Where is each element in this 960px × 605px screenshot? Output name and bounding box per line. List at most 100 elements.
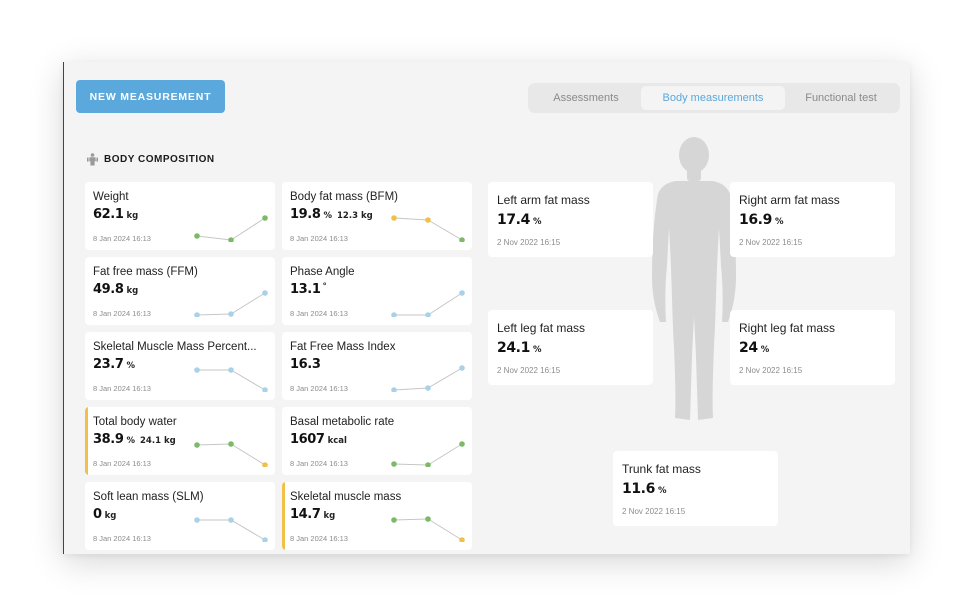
trend-point — [391, 461, 397, 467]
metric-label: Soft lean mass (SLM) — [93, 491, 204, 503]
trend-point — [459, 290, 465, 296]
metric-date: 8 Jan 2024 16:13 — [290, 459, 348, 468]
metric-label: Total body water — [93, 416, 177, 428]
trend-point — [425, 217, 431, 223]
metric-unit: kcal — [327, 436, 347, 446]
trend-point — [262, 215, 268, 221]
region-date: 2 Nov 2022 16:15 — [497, 366, 561, 375]
trend-point — [262, 387, 268, 392]
trend-point — [194, 367, 200, 373]
trend-point — [391, 312, 397, 317]
metric-date: 8 Jan 2024 16:13 — [290, 234, 348, 243]
metric-value: 38.9 — [93, 432, 124, 447]
region-label: Trunk fat mass — [622, 462, 701, 476]
tab-functional-test[interactable]: Functional test — [805, 92, 877, 104]
metric-card-phase-angle[interactable]: Phase Angle 13.1 ° 8 Jan 2024 16:13 — [282, 257, 472, 325]
metric-value: 1607 — [290, 432, 325, 447]
region-value: 24 — [739, 340, 758, 356]
metric-value: 49.8 — [93, 282, 124, 297]
region-unit: % — [760, 345, 770, 355]
region-label: Left leg fat mass — [497, 321, 586, 335]
trend-sparkline — [391, 516, 465, 542]
metric-value: 62.1 — [93, 207, 124, 222]
tab-bar: Assessments Body measurements Functional… — [528, 83, 900, 113]
region-label: Left arm fat mass — [497, 193, 590, 207]
metric-card-soft-lean-mass[interactable]: Soft lean mass (SLM) 0 kg 8 Jan 2024 16:1… — [85, 482, 275, 550]
trend-point — [459, 365, 465, 371]
metric-value: 16.3 — [290, 357, 321, 372]
metric-label: Skeletal Muscle Mass Percent... — [93, 341, 257, 353]
trend-point — [425, 312, 431, 317]
metric-unit: % — [323, 211, 333, 221]
trend-sparkline — [391, 441, 465, 467]
trend-point — [425, 462, 431, 467]
region-card-left-leg[interactable]: Left leg fat mass 24.1% 2 Nov 2022 16:15 — [488, 310, 653, 385]
metric-label: Basal metabolic rate — [290, 416, 395, 428]
metric-value: 23.7 — [93, 357, 124, 372]
trend-sparkline — [194, 215, 268, 242]
metric-label: Weight — [93, 191, 129, 203]
trend-sparkline — [391, 215, 465, 242]
metric-card-skeletal-muscle-mass[interactable]: Skeletal muscle mass 14.7 kg 8 Jan 2024 1… — [282, 482, 472, 550]
region-card-left-arm[interactable]: Left arm fat mass 17.4% 2 Nov 2022 16:15 — [488, 182, 653, 257]
region-label: Right leg fat mass — [739, 321, 836, 335]
region-date: 2 Nov 2022 16:15 — [739, 238, 803, 247]
trend-point — [194, 312, 200, 317]
metric-date: 8 Jan 2024 16:13 — [93, 384, 151, 393]
metric-card-fat-free-mass[interactable]: Fat free mass (FFM) 49.8 kg 8 Jan 2024 16… — [85, 257, 275, 325]
trend-point — [228, 367, 234, 373]
metric-date: 8 Jan 2024 16:13 — [93, 309, 151, 318]
metric-unit: % — [126, 436, 136, 446]
trend-point — [228, 237, 234, 242]
trend-point — [194, 517, 200, 523]
new-measurement-button[interactable]: NEW MEASUREMENT — [76, 80, 225, 113]
region-card-trunk[interactable]: Trunk fat mass 11.6% 2 Nov 2022 16:15 — [613, 451, 778, 526]
trend-point — [194, 442, 200, 448]
trend-sparkline — [194, 441, 268, 467]
tab-assessments[interactable]: Assessments — [553, 92, 619, 104]
trend-point — [459, 237, 465, 242]
trend-sparkline — [391, 290, 465, 317]
metric-unit: kg — [104, 511, 117, 521]
region-card-right-leg[interactable]: Right leg fat mass 24% 2 Nov 2022 16:15 — [730, 310, 895, 385]
trend-point — [391, 517, 397, 523]
metric-date: 8 Jan 2024 16:13 — [93, 534, 151, 543]
metric-card-fat-free-mass-index[interactable]: Fat Free Mass Index 16.3 8 Jan 2024 16:1… — [282, 332, 472, 400]
metric-unit: % — [126, 361, 136, 371]
trend-point — [391, 387, 397, 392]
metric-card-basal-metabolic-rate[interactable]: Basal metabolic rate 1607 kcal 8 Jan 2024… — [282, 407, 472, 475]
section-header: BODY COMPOSITION — [86, 153, 215, 166]
region-card-right-arm[interactable]: Right arm fat mass 16.9% 2 Nov 2022 16:1… — [730, 182, 895, 257]
metric-extra-value: 24.1 — [140, 436, 161, 446]
region-label: Right arm fat mass — [739, 193, 840, 207]
trend-point — [262, 537, 268, 542]
metric-date: 8 Jan 2024 16:13 — [290, 534, 348, 543]
metric-card-skeletal-muscle-mass-percent[interactable]: Skeletal Muscle Mass Percent... 23.7% 8 … — [85, 332, 275, 400]
metric-card-total-body-water[interactable]: Total body water 38.9% 24.1 kg 8 Jan 2024 … — [85, 407, 275, 475]
metric-extra-unit: kg — [361, 211, 373, 221]
metric-date: 8 Jan 2024 16:13 — [290, 309, 348, 318]
metric-value: 13.1 — [290, 282, 321, 297]
body-composition-icon — [86, 153, 99, 166]
metric-card-weight[interactable]: Weight 62.1 kg 8 Jan 2024 16:13 — [85, 182, 275, 250]
region-date: 2 Nov 2022 16:15 — [739, 366, 803, 375]
metric-unit: kg — [126, 211, 139, 221]
region-value: 17.4 — [497, 212, 530, 228]
metric-unit: kg — [323, 511, 336, 521]
trend-point — [228, 517, 234, 523]
trend-point — [262, 462, 268, 467]
metric-label: Fat free mass (FFM) — [93, 266, 198, 278]
region-date: 2 Nov 2022 16:15 — [622, 507, 686, 516]
trend-point — [459, 441, 465, 447]
metric-card-body-fat-mass[interactable]: Body fat mass (BFM) 19.8% 12.3 kg 8 Jan 20… — [282, 182, 472, 250]
metric-date: 8 Jan 2024 16:13 — [93, 234, 151, 243]
region-unit: % — [774, 217, 784, 227]
metric-date: 8 Jan 2024 16:13 — [290, 384, 348, 393]
region-value: 24.1 — [497, 340, 530, 356]
metric-label: Body fat mass (BFM) — [290, 191, 398, 203]
metric-unit: ° — [322, 282, 327, 292]
trend-point — [262, 290, 268, 296]
tab-body-measurements[interactable]: Body measurements — [641, 86, 785, 110]
body-silhouette — [652, 137, 736, 420]
metric-value: 14.7 — [290, 507, 321, 522]
